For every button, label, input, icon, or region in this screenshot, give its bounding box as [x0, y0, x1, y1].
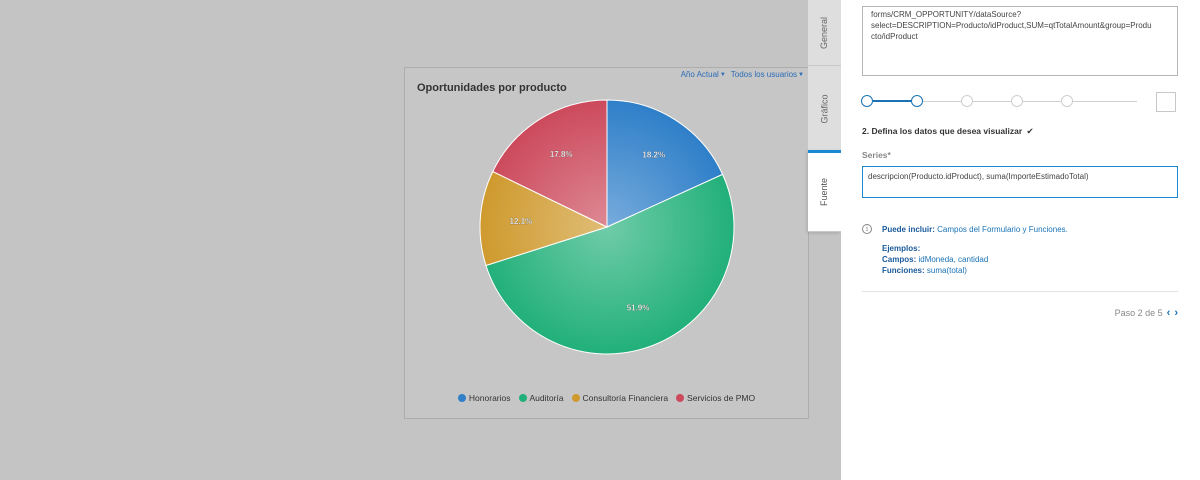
config-panel: 2. Defina los datos que desea visualizar…	[841, 0, 1200, 480]
step-3[interactable]	[961, 95, 973, 107]
tab-general-label: General	[819, 16, 830, 49]
series-input[interactable]	[862, 166, 1178, 198]
pager-text: Paso 2 de 5	[1114, 308, 1163, 318]
puede-label: Puede incluir:	[882, 225, 935, 234]
info-line-ejemplos: Ejemplos:	[882, 243, 920, 254]
legend-label: Honorarios	[468, 393, 511, 403]
legend-dot	[676, 394, 685, 402]
chevron-right-icon[interactable]: ›	[1174, 307, 1178, 319]
stepper-progress	[873, 100, 917, 102]
pie-data-label: 51.9%	[627, 304, 650, 313]
series-label: Series*	[862, 150, 891, 160]
legend-item-servicios-pmo[interactable]: Servicios de PMO	[676, 393, 755, 403]
campos-value: idMoneda, cantidad	[918, 255, 989, 264]
funciones-label: Funciones:	[882, 266, 925, 275]
step-5[interactable]	[1061, 95, 1073, 107]
stepper-track	[873, 101, 1137, 102]
info-line-campos: Campos: idMoneda, cantidad	[882, 254, 988, 265]
pie-data-label: 18.2%	[642, 150, 665, 159]
divider	[862, 291, 1178, 292]
chevron-down-icon: ▼	[719, 71, 726, 78]
tab-fuente-label: Fuente	[819, 177, 830, 207]
legend-label: Consultoría Financiera	[582, 393, 669, 403]
tab-fuente[interactable]: Fuente	[808, 150, 841, 232]
year-filter-dropdown[interactable]: Año Actual ▼	[681, 70, 726, 79]
wizard-stepper	[861, 94, 1137, 108]
legend-item-consultoria[interactable]: Consultoría Financiera	[571, 393, 669, 403]
chevron-down-icon: ▼	[798, 71, 804, 78]
datasource-textarea[interactable]	[862, 6, 1178, 76]
legend-label: Auditoría	[529, 393, 564, 403]
ejemplos-label: Ejemplos:	[882, 244, 921, 253]
chart-title: Oportunidades por producto	[417, 82, 567, 94]
section-title: 2. Defina los datos que desea visualizar…	[862, 126, 1034, 137]
section-title-text: 2. Defina los datos que desea visualizar	[862, 126, 1023, 136]
legend-dot	[457, 394, 466, 402]
step-4[interactable]	[1011, 95, 1023, 107]
chart-legend: Honorarios Auditoría Consultoría Financi…	[405, 393, 808, 403]
vertical-tabs: General Gráfico Fuente	[808, 0, 841, 232]
tab-grafico-label: Gráfico	[819, 93, 830, 124]
pie-data-label: 17.8%	[550, 150, 573, 159]
chart-widget: 18.2% 51.9% 12.1% 17.8% Oportunidades por p…	[404, 67, 809, 419]
funciones-value: suma(total)	[926, 266, 967, 275]
year-filter-label: Año Actual	[680, 70, 719, 79]
pager: Paso 2 de 5 ‹ ›	[1115, 307, 1178, 319]
legend-label: Servicios de PMO	[687, 393, 756, 403]
pie-data-label: 12.1%	[510, 217, 533, 226]
legend-item-honorarios[interactable]: Honorarios	[457, 393, 511, 403]
info-icon: i	[862, 224, 872, 234]
tab-grafico[interactable]: Gráfico	[808, 66, 841, 152]
legend-item-auditoria[interactable]: Auditoría	[518, 393, 564, 403]
users-filter-dropdown[interactable]: Todos los usuarios ▼	[731, 70, 804, 79]
info-line-puede: Puede incluir: Campos del Formulario y F…	[882, 224, 1068, 235]
info-line-funciones: Funciones: suma(total)	[882, 265, 967, 276]
legend-dot	[518, 394, 527, 402]
step-2[interactable]	[911, 95, 923, 107]
campos-label: Campos:	[882, 255, 917, 264]
chevron-left-icon[interactable]: ‹	[1166, 307, 1171, 319]
pie-chart: 18.2% 51.9% 12.1% 17.8%	[479, 99, 735, 355]
checkmark-icon: ✔	[1026, 126, 1034, 136]
step-1[interactable]	[861, 95, 873, 107]
chart-filters: Año Actual ▼ Todos los usuarios ▼	[681, 70, 804, 79]
options-checkbox[interactable]	[1156, 92, 1176, 112]
users-filter-label: Todos los usuarios	[730, 70, 798, 79]
campos-funciones-link[interactable]: Campos del Formulario y Funciones.	[937, 225, 1068, 234]
legend-dot	[571, 394, 580, 402]
tab-general[interactable]: General	[808, 0, 841, 66]
